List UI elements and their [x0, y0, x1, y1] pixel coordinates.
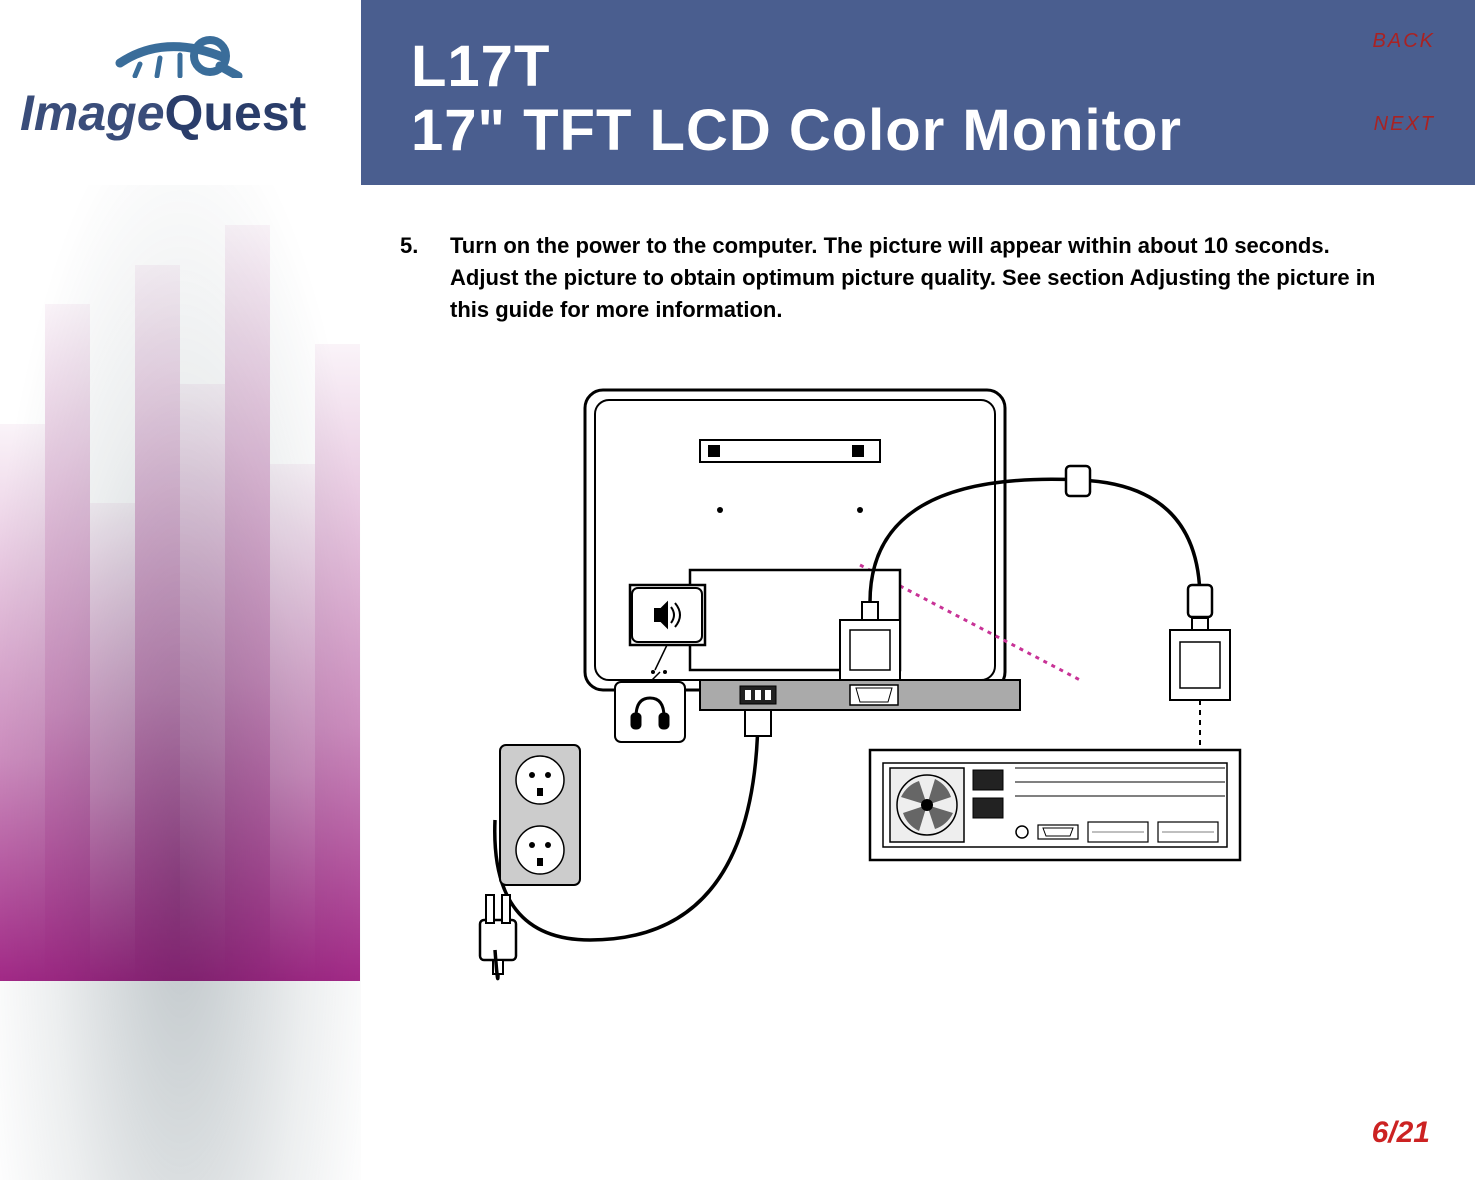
- sidebar-decoration: [0, 185, 361, 1180]
- eye-icon: [110, 28, 250, 78]
- logo-text: ImageQuest: [20, 88, 340, 138]
- back-link[interactable]: BACK: [1373, 30, 1435, 53]
- logo-text-image: Image: [20, 85, 165, 141]
- instruction-text: Turn on the power to the computer. The p…: [450, 230, 1385, 326]
- instruction-step: 5. Turn on the power to the computer. Th…: [400, 230, 1385, 326]
- page-separator: /: [1388, 1116, 1396, 1149]
- sidebar-blur: [0, 185, 361, 1180]
- next-link[interactable]: NEXT: [1373, 113, 1435, 136]
- diagram-svg: [440, 370, 1260, 1010]
- page-current: 6: [1372, 1116, 1389, 1149]
- instruction-number: 5.: [400, 230, 450, 326]
- nav-links: BACK NEXT: [1373, 30, 1435, 196]
- header-bar: L17T 17" TFT LCD Color Monitor: [361, 0, 1475, 185]
- header-title-line1: L17T: [411, 35, 1475, 99]
- content-area: 5. Turn on the power to the computer. Th…: [400, 230, 1385, 326]
- logo: ImageQuest: [20, 28, 340, 138]
- page-number: 6/21: [1372, 1116, 1430, 1150]
- connection-diagram: [440, 370, 1260, 1010]
- page-total: 21: [1397, 1116, 1430, 1149]
- logo-text-quest: Quest: [165, 85, 307, 141]
- header-title-line2: 17" TFT LCD Color Monitor: [411, 99, 1475, 163]
